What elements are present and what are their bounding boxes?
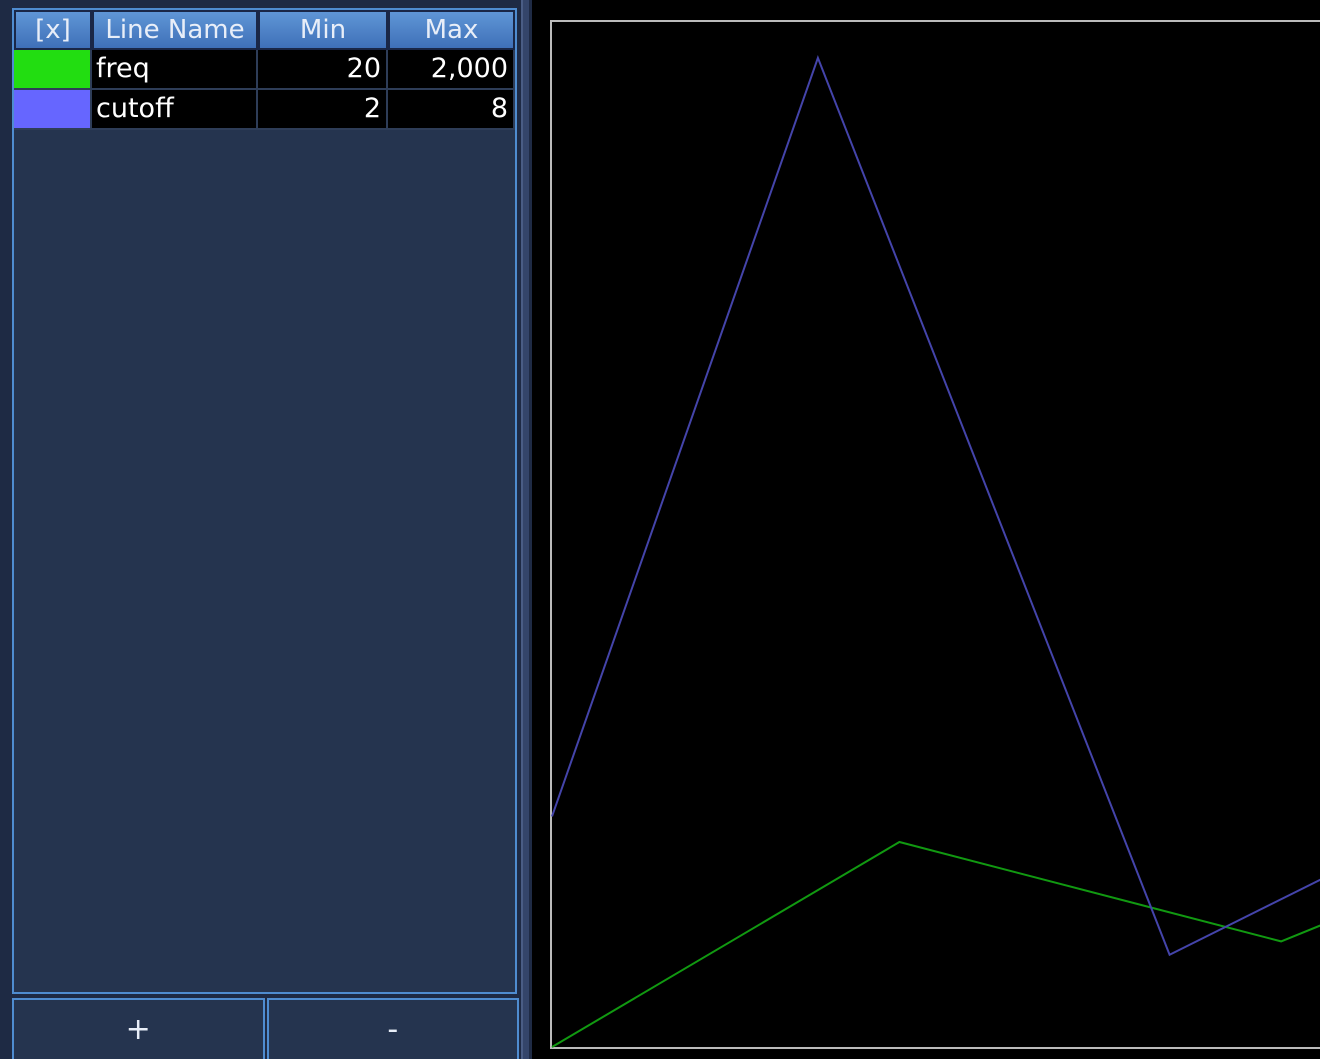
color-swatch-cutoff[interactable] — [14, 90, 90, 128]
table-button-bar: + - — [12, 998, 519, 1059]
header-line-name[interactable]: Line Name — [92, 10, 258, 50]
add-line-button[interactable]: + — [12, 998, 265, 1059]
line-list-panel: [x] Line Name Min Max freq 20 2,000 cuto… — [0, 0, 527, 1059]
line-table[interactable]: [x] Line Name Min Max freq 20 2,000 cuto… — [12, 8, 517, 994]
line-color-swatch[interactable] — [14, 90, 92, 130]
graph-panel[interactable] — [532, 0, 1320, 1059]
table-row[interactable]: freq 20 2,000 — [14, 50, 515, 90]
line-max-cell[interactable]: 2,000 — [388, 50, 515, 90]
line-name-cell[interactable]: freq — [92, 50, 258, 90]
header-max[interactable]: Max — [388, 10, 515, 50]
series-line-freq — [551, 840, 1320, 1048]
color-swatch-freq[interactable] — [14, 50, 90, 88]
table-header: [x] Line Name Min Max — [14, 10, 515, 50]
table-row[interactable]: cutoff 2 8 — [14, 90, 515, 130]
plot-frame — [550, 20, 1320, 1049]
header-toggle[interactable]: [x] — [14, 10, 92, 50]
series-line-cutoff — [551, 55, 1320, 957]
header-min[interactable]: Min — [258, 10, 388, 50]
line-max-cell[interactable]: 8 — [388, 90, 515, 130]
line-color-swatch[interactable] — [14, 50, 92, 90]
panel-splitter[interactable] — [521, 0, 529, 1059]
line-min-cell[interactable]: 20 — [258, 50, 388, 90]
remove-line-button[interactable]: - — [266, 998, 519, 1059]
plot-lines — [551, 55, 1320, 1048]
line-name-cell[interactable]: cutoff — [92, 90, 258, 130]
line-min-cell[interactable]: 2 — [258, 90, 388, 130]
line-graph[interactable] — [532, 0, 1320, 1059]
